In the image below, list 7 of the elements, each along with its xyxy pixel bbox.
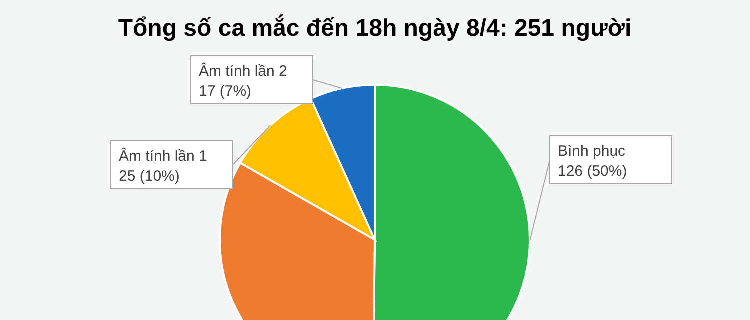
chart-title: Tổng số ca mắc đến 18h ngày 8/4: 251 người [118, 14, 632, 42]
slice-label: Âm tính lần 1 [119, 147, 208, 165]
data-label: 25 (10%) [119, 168, 180, 185]
data-label: 126 (50%) [558, 163, 628, 180]
slice-label: Bình phục [558, 143, 626, 160]
slice-label: Âm tính lần 2 [199, 62, 288, 80]
data-label: 17 (7%) [199, 83, 252, 100]
